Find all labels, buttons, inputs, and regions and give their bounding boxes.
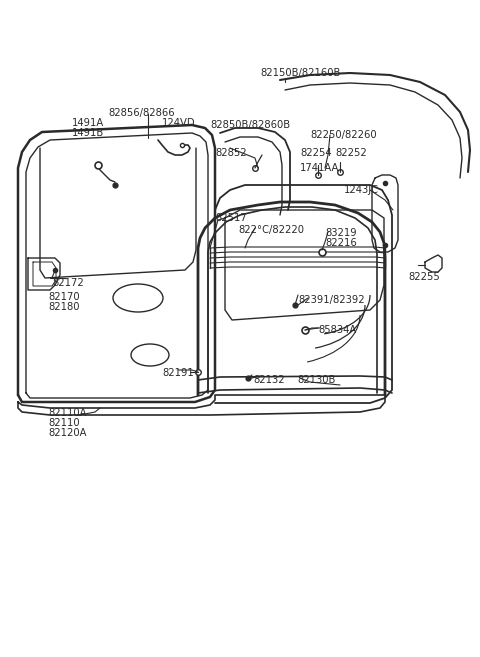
Text: 85834A: 85834A bbox=[318, 325, 356, 335]
Text: 82517: 82517 bbox=[215, 213, 247, 223]
Text: 82255: 82255 bbox=[408, 272, 440, 282]
Text: 1243JC: 1243JC bbox=[344, 185, 379, 195]
Text: 822°C/82220: 822°C/82220 bbox=[238, 225, 304, 235]
Text: 82130B: 82130B bbox=[297, 375, 336, 385]
Text: 82856/82866: 82856/82866 bbox=[108, 108, 175, 118]
Text: 82170: 82170 bbox=[48, 292, 80, 302]
Text: 82172: 82172 bbox=[52, 278, 84, 288]
Text: 82391/82392: 82391/82392 bbox=[298, 295, 365, 305]
Text: 124VD: 124VD bbox=[162, 118, 196, 128]
Text: 83219: 83219 bbox=[325, 228, 357, 238]
Text: 82254: 82254 bbox=[300, 148, 332, 158]
Text: 82120A: 82120A bbox=[48, 428, 86, 438]
Text: 82191: 82191 bbox=[162, 368, 194, 378]
Text: 82250/82260: 82250/82260 bbox=[310, 130, 377, 140]
Text: 1741AA: 1741AA bbox=[300, 163, 339, 173]
Text: 1491A: 1491A bbox=[72, 118, 104, 128]
Text: 82180: 82180 bbox=[48, 302, 80, 312]
Text: 82110A: 82110A bbox=[48, 408, 86, 418]
Text: 82216: 82216 bbox=[325, 238, 357, 248]
Text: 82132: 82132 bbox=[253, 375, 285, 385]
Text: 82150B/82160B: 82150B/82160B bbox=[260, 68, 340, 78]
Text: 82110: 82110 bbox=[48, 418, 80, 428]
Text: 82852: 82852 bbox=[215, 148, 247, 158]
Text: 1491B: 1491B bbox=[72, 128, 104, 138]
Text: 82252: 82252 bbox=[335, 148, 367, 158]
Text: 82850B/82860B: 82850B/82860B bbox=[210, 120, 290, 130]
